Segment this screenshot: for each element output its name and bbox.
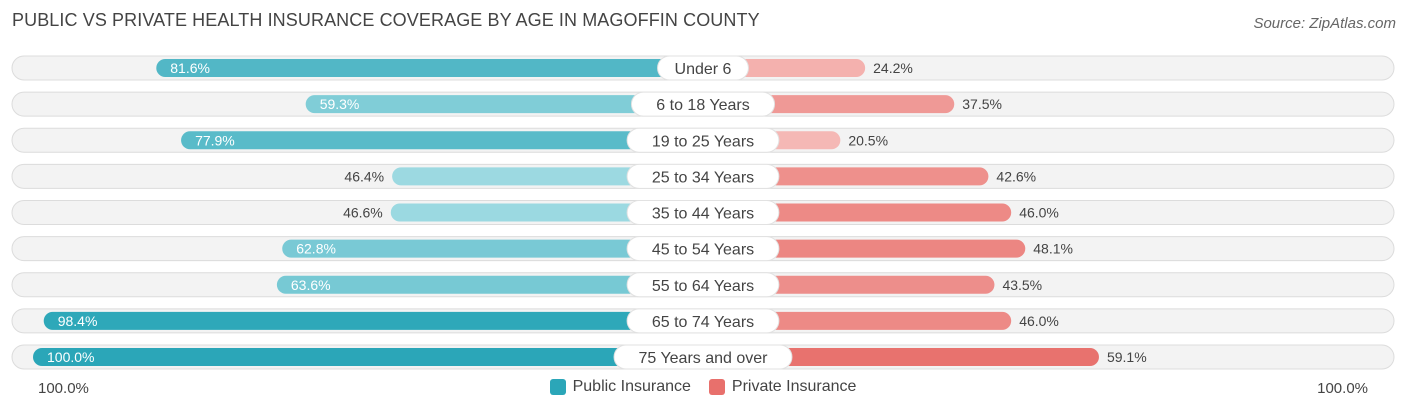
legend-swatch-public [549, 379, 566, 395]
bar-public [276, 275, 703, 294]
bar-public [181, 131, 703, 150]
legend-label-public: Public Insurance [572, 378, 691, 395]
bar-public [305, 95, 703, 114]
bar-public [282, 239, 703, 258]
category-pill [626, 200, 780, 225]
category-label: 45 to 54 Years [652, 242, 754, 259]
bar-private [703, 311, 1012, 330]
value-label-private: 20.5% [848, 132, 888, 148]
bar-public [390, 203, 703, 222]
category-pill [626, 272, 780, 298]
axis-right-label: 100.0% [1317, 380, 1368, 397]
value-label-public: 46.4% [344, 168, 384, 184]
chart-source: Source: ZipAtlas.com [1253, 15, 1396, 32]
category-label: 25 to 34 Years [652, 169, 754, 186]
bar-public [156, 59, 703, 77]
legend-swatch-private [708, 379, 725, 395]
category-pill [613, 344, 793, 370]
value-label-private: 42.6% [996, 168, 1036, 184]
category-label: 19 to 25 Years [652, 133, 754, 150]
value-label-public: 77.9% [195, 132, 235, 148]
value-label-public: 63.6% [291, 277, 331, 293]
legend-item-public[interactable]: Public Insurance [549, 378, 691, 396]
value-label-private: 59.1% [1107, 349, 1147, 365]
category-pill [630, 91, 776, 117]
category-pill [626, 308, 780, 334]
category-label: 35 to 44 Years [652, 206, 754, 223]
value-label-public: 59.3% [320, 96, 360, 112]
bar-private [703, 348, 1099, 366]
category-label: 55 to 64 Years [652, 278, 754, 295]
category-label: 6 to 18 Years [656, 97, 749, 114]
value-label-public: 62.8% [296, 241, 336, 257]
category-label: 75 Years and over [639, 350, 769, 367]
bar-private [703, 239, 1026, 258]
value-label-public: 98.4% [58, 313, 98, 329]
value-label-private: 37.5% [962, 96, 1002, 112]
legend-label-private: Private Insurance [731, 378, 857, 395]
bar-public [392, 167, 703, 186]
value-label-private: 43.5% [1002, 277, 1042, 293]
value-label-private: 46.0% [1019, 205, 1059, 221]
chart-title: PUBLIC VS PRIVATE HEALTH INSURANCE COVER… [12, 10, 760, 30]
value-label-private: 46.0% [1019, 313, 1059, 329]
legend-item-private[interactable]: Private Insurance [708, 378, 857, 396]
legend: Public Insurance Private Insurance [0, 378, 1406, 396]
axis-left-label: 100.0% [38, 380, 89, 397]
value-label-public: 81.6% [170, 60, 210, 76]
bar-public [43, 311, 704, 330]
category-pill [626, 236, 780, 262]
category-label: Under 6 [675, 61, 732, 78]
category-pill [626, 163, 780, 189]
category-label: 65 to 74 Years [652, 314, 754, 331]
value-label-private: 48.1% [1033, 241, 1073, 257]
bar-private [703, 203, 1012, 222]
category-pill [626, 127, 780, 153]
bar-public [33, 348, 703, 366]
value-label-private: 24.2% [873, 60, 913, 76]
category-pill [657, 55, 749, 81]
value-label-public: 46.6% [343, 205, 383, 221]
value-label-public: 100.0% [47, 349, 94, 365]
